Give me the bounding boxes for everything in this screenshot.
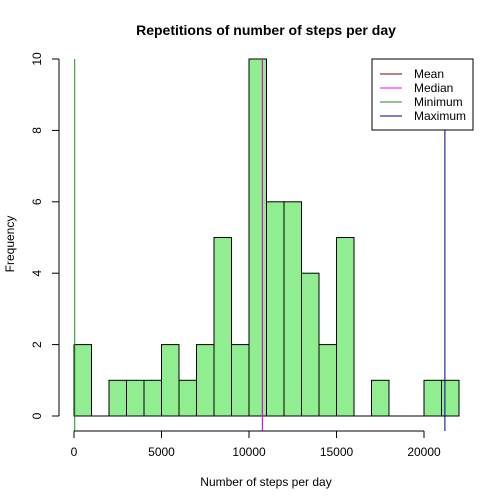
x-tick-label: 5000 (148, 445, 175, 459)
y-axis: 0 2 4 6 8 10 (30, 52, 60, 419)
histogram-bar (108, 379, 127, 417)
legend-box (371, 58, 474, 131)
histogram-bar (301, 272, 320, 417)
y-tick-label: 10 (30, 52, 44, 66)
histogram-bar (423, 379, 442, 417)
chart-title: Repetitions of number of steps per day (136, 22, 396, 38)
legend-label: Minimum (414, 95, 463, 109)
histogram-bar (441, 379, 460, 417)
histogram-bar (126, 379, 145, 417)
x-axis: 0 5000 10000 15000 20000 (71, 430, 441, 459)
y-tick-label: 2 (30, 341, 44, 348)
histogram-bar (266, 201, 285, 417)
histogram-bar (371, 379, 390, 417)
y-tick-label: 4 (30, 270, 44, 277)
y-tick-label: 8 (30, 127, 44, 134)
histogram-bar (161, 344, 180, 417)
legend-label: Mean (414, 67, 444, 81)
legend-label: Median (414, 81, 453, 95)
x-axis-title: Number of steps per day (200, 475, 331, 489)
histogram-bar (318, 344, 337, 417)
histogram-bar (178, 379, 197, 417)
histogram-bar (231, 344, 250, 417)
y-axis-title: Frequency (3, 216, 17, 273)
histogram-bar (73, 344, 92, 417)
x-tick-label: 0 (71, 445, 78, 459)
x-tick-label: 20000 (407, 445, 441, 459)
histogram-bar (213, 237, 232, 417)
histogram-bar (336, 237, 355, 417)
histogram-bar (248, 58, 267, 417)
x-tick-label: 15000 (320, 445, 354, 459)
legend-label: Maximum (414, 109, 466, 123)
histogram-bar (283, 201, 302, 417)
y-tick-label: 0 (30, 412, 44, 419)
histogram-bar (143, 379, 162, 417)
y-tick-label: 6 (30, 198, 44, 205)
x-tick-label: 10000 (232, 445, 266, 459)
histogram-bar (196, 344, 215, 417)
